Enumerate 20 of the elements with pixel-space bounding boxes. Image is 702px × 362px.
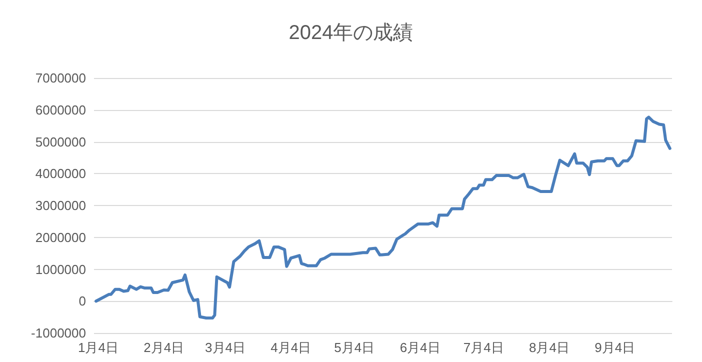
line-series (94, 116, 672, 320)
x-tick-label: 4月4日 (270, 340, 312, 355)
x-tick-label: 1月4日 (78, 340, 118, 355)
x-tick-label: 5月4日 (334, 340, 375, 355)
y-tick-label: -1000000 (31, 326, 86, 340)
x-tick-label: 7月4日 (463, 340, 504, 355)
x-tick-label: 6月4日 (400, 340, 440, 355)
y-tick-label: 7000000 (35, 70, 86, 86)
x-tick-label: 2月4日 (144, 340, 184, 355)
x-tick-label: 8月4日 (528, 340, 570, 355)
y-tick-label: 5000000 (35, 134, 86, 150)
y-tick-label: 1000000 (35, 262, 86, 277)
y-tick-label: 4000000 (35, 166, 86, 182)
y-tick-label: 6000000 (35, 102, 86, 118)
y-tick-label: 0 (78, 294, 86, 309)
y-tick-label: 2000000 (35, 230, 86, 245)
x-tick-label: 9月4日 (594, 340, 636, 355)
x-tick-label: 3月4日 (205, 340, 246, 355)
y-tick-label: 3000000 (35, 198, 86, 213)
chart-title: 2024年の成績 (288, 22, 414, 44)
